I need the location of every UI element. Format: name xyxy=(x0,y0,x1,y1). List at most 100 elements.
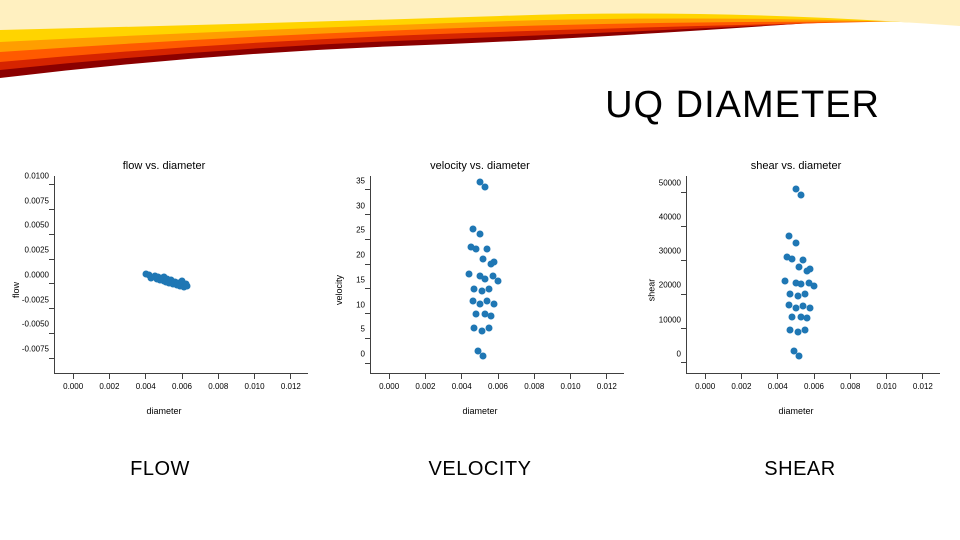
y-tick xyxy=(365,288,371,289)
data-point xyxy=(469,298,476,305)
data-point xyxy=(476,300,483,307)
x-tick xyxy=(254,373,255,379)
x-tick xyxy=(109,373,110,379)
chart-title: flow vs. diameter xyxy=(6,160,322,172)
data-point xyxy=(807,265,814,272)
data-point xyxy=(789,313,796,320)
y-tick xyxy=(365,214,371,215)
y-tick-label: 0.0050 xyxy=(7,221,49,230)
chart-caption: VELOCITY xyxy=(322,458,638,481)
y-tick-label: 0.0100 xyxy=(7,171,49,180)
x-tick xyxy=(886,373,887,379)
y-tick-label: -0.0025 xyxy=(7,295,49,304)
y-tick-label: 0.0075 xyxy=(7,196,49,205)
y-tick xyxy=(681,294,687,295)
y-tick xyxy=(365,338,371,339)
data-point xyxy=(471,285,478,292)
chart-caption: FLOW xyxy=(2,458,318,481)
data-point xyxy=(800,303,807,310)
data-point xyxy=(792,240,799,247)
x-tick xyxy=(73,373,74,379)
data-point xyxy=(469,226,476,233)
data-point xyxy=(184,282,191,289)
data-point xyxy=(465,271,472,278)
y-tick xyxy=(365,189,371,190)
chart-title: velocity vs. diameter xyxy=(322,160,638,172)
data-point xyxy=(476,231,483,238)
x-tick-label: 0.004 xyxy=(768,382,788,391)
data-point xyxy=(478,288,485,295)
data-point xyxy=(785,233,792,240)
x-tick-label: 0.000 xyxy=(379,382,399,391)
x-tick-label: 0.006 xyxy=(804,382,824,391)
data-point xyxy=(495,278,502,285)
x-tick xyxy=(606,373,607,379)
y-tick xyxy=(365,239,371,240)
y-tick-label: 0.0025 xyxy=(7,246,49,255)
y-tick xyxy=(365,313,371,314)
x-tick xyxy=(777,373,778,379)
plot-area: -0.0075-0.0050-0.00250.00000.00250.00500… xyxy=(54,176,308,374)
y-tick xyxy=(681,362,687,363)
charts-row: flow vs. diameterflow-0.0075-0.0050-0.00… xyxy=(0,160,960,430)
y-tick xyxy=(49,234,55,235)
x-tick xyxy=(461,373,462,379)
x-tick xyxy=(145,373,146,379)
data-point xyxy=(787,291,794,298)
x-tick xyxy=(534,373,535,379)
y-tick-label: 20000 xyxy=(639,281,681,290)
y-tick xyxy=(49,308,55,309)
y-tick xyxy=(49,283,55,284)
data-point xyxy=(792,305,799,312)
x-tick-label: 0.008 xyxy=(524,382,544,391)
chart-1: velocity vs. diametervelocity05101520253… xyxy=(322,160,638,420)
data-point xyxy=(801,327,808,334)
x-tick-label: 0.010 xyxy=(561,382,581,391)
y-tick-label: -0.0050 xyxy=(7,320,49,329)
data-point xyxy=(789,255,796,262)
y-tick xyxy=(365,363,371,364)
data-point xyxy=(794,293,801,300)
y-tick-label: 50000 xyxy=(639,179,681,188)
y-tick-label: 5 xyxy=(323,325,365,334)
x-tick-label: 0.002 xyxy=(99,382,119,391)
data-point xyxy=(796,352,803,359)
y-tick-label: 25 xyxy=(323,226,365,235)
chart-2: shear vs. diametershear01000020000300004… xyxy=(638,160,954,420)
x-tick-label: 0.002 xyxy=(731,382,751,391)
y-tick-label: 0 xyxy=(323,350,365,359)
y-tick xyxy=(49,333,55,334)
y-tick xyxy=(49,358,55,359)
y-tick xyxy=(49,184,55,185)
x-tick-label: 0.004 xyxy=(452,382,472,391)
chart-title: shear vs. diameter xyxy=(638,160,954,172)
data-point xyxy=(801,291,808,298)
data-point xyxy=(798,281,805,288)
data-point xyxy=(480,256,487,263)
data-point xyxy=(796,264,803,271)
x-tick-label: 0.010 xyxy=(877,382,897,391)
data-point xyxy=(471,325,478,332)
y-tick-label: 0.0000 xyxy=(7,270,49,279)
y-tick-label: 20 xyxy=(323,251,365,260)
x-tick-label: 0.006 xyxy=(488,382,508,391)
x-tick xyxy=(218,373,219,379)
x-tick-label: 0.012 xyxy=(913,382,933,391)
x-tick-label: 0.006 xyxy=(172,382,192,391)
slide-banner xyxy=(0,0,960,78)
data-point xyxy=(473,246,480,253)
x-tick-label: 0.008 xyxy=(840,382,860,391)
chart-captions-row: FLOWVELOCITYSHEAR xyxy=(0,458,960,481)
data-point xyxy=(794,329,801,336)
y-tick xyxy=(365,264,371,265)
data-point xyxy=(480,352,487,359)
x-tick-label: 0.002 xyxy=(415,382,435,391)
data-point xyxy=(798,192,805,199)
x-tick xyxy=(922,373,923,379)
x-tick xyxy=(425,373,426,379)
data-point xyxy=(787,327,794,334)
y-tick-label: 30000 xyxy=(639,247,681,256)
data-point xyxy=(482,184,489,191)
data-point xyxy=(485,285,492,292)
x-tick-label: 0.000 xyxy=(63,382,83,391)
